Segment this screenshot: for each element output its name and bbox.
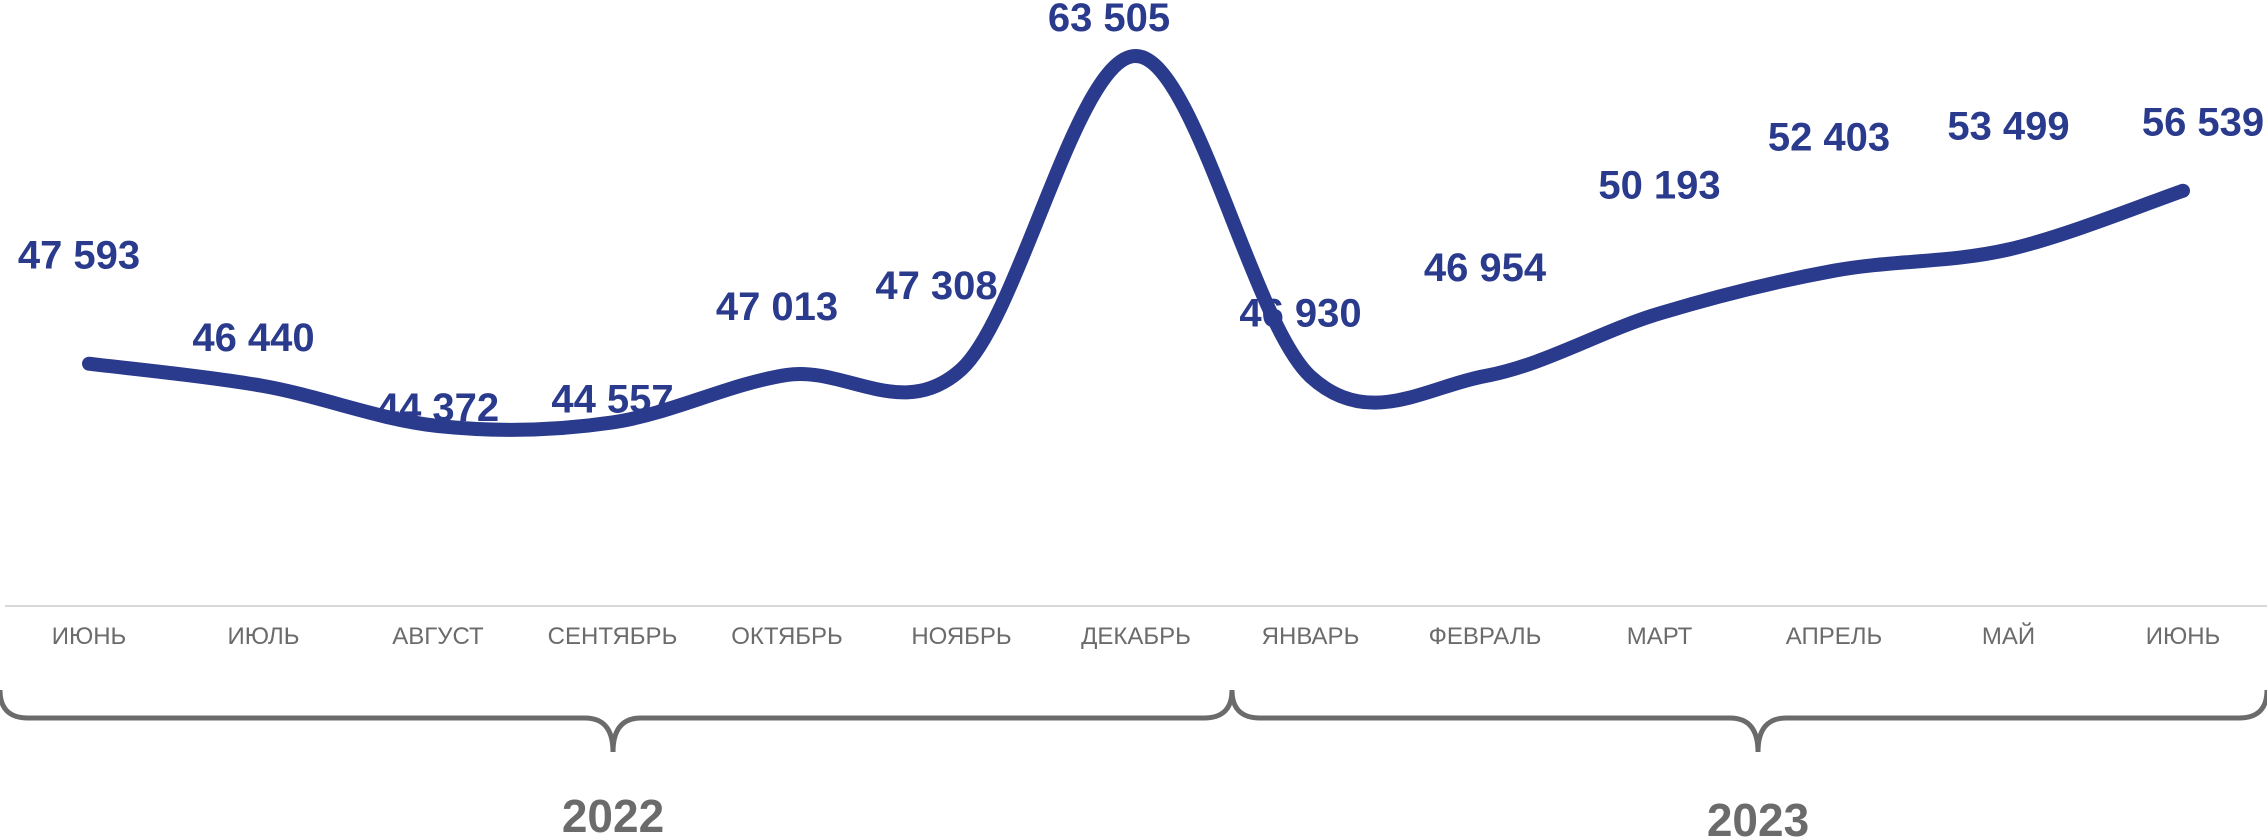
data-label: 44 372	[377, 386, 499, 430]
year-label: 2022	[562, 790, 664, 838]
x-tick-label: МАЙ	[1982, 622, 2035, 650]
year-brace	[1229, 689, 2267, 753]
data-label: 50 193	[1598, 163, 1720, 207]
x-tick-label: МАРТ	[1627, 623, 1693, 650]
year-brace	[0, 689, 1235, 753]
x-tick-label: НОЯБРЬ	[911, 623, 1011, 650]
x-tick-label: ИЮНЬ	[52, 623, 127, 650]
x-tick-label: АВГУСТ	[392, 623, 484, 650]
year-label: 2023	[1707, 794, 1809, 838]
x-tick-label: ДЕКАБРЬ	[1081, 623, 1191, 650]
data-label: 47 013	[716, 285, 838, 329]
x-tick-label: СЕНТЯБРЬ	[548, 623, 678, 650]
data-label: 47 308	[875, 264, 997, 308]
data-label: 53 499	[1947, 104, 2069, 148]
data-label: 46 440	[192, 316, 314, 360]
data-label: 46 930	[1239, 292, 1361, 336]
data-label: 44 557	[551, 377, 673, 421]
year-braces: 2022 2023	[0, 689, 2267, 838]
data-label: 47 593	[18, 234, 140, 278]
x-tick-label: ИЮЛЬ	[228, 623, 300, 650]
x-tick-label: ФЕВРАЛЬ	[1429, 623, 1542, 650]
x-axis-ticks: ИЮНЬ ИЮЛЬ АВГУСТ СЕНТЯБРЬ ОКТЯБРЬ НОЯБРЬ ДЕКАБ…	[52, 622, 2221, 650]
data-labels: 47 593 46 440 44 372 44 557 47 013 47 308 63 5…	[18, 0, 2264, 430]
data-label: 56 539	[2142, 101, 2264, 145]
data-label: 63 505	[1048, 0, 1170, 40]
x-tick-label: ОКТЯБРЬ	[731, 623, 843, 650]
data-label: 52 403	[1768, 116, 1890, 160]
x-tick-label: ЯНВАРЬ	[1262, 623, 1360, 650]
x-tick-label: ИЮНЬ	[2146, 623, 2221, 650]
data-label: 46 954	[1424, 246, 1547, 290]
x-tick-label: АПРЕЛЬ	[1786, 623, 1883, 650]
series-line	[82, 48, 2190, 437]
